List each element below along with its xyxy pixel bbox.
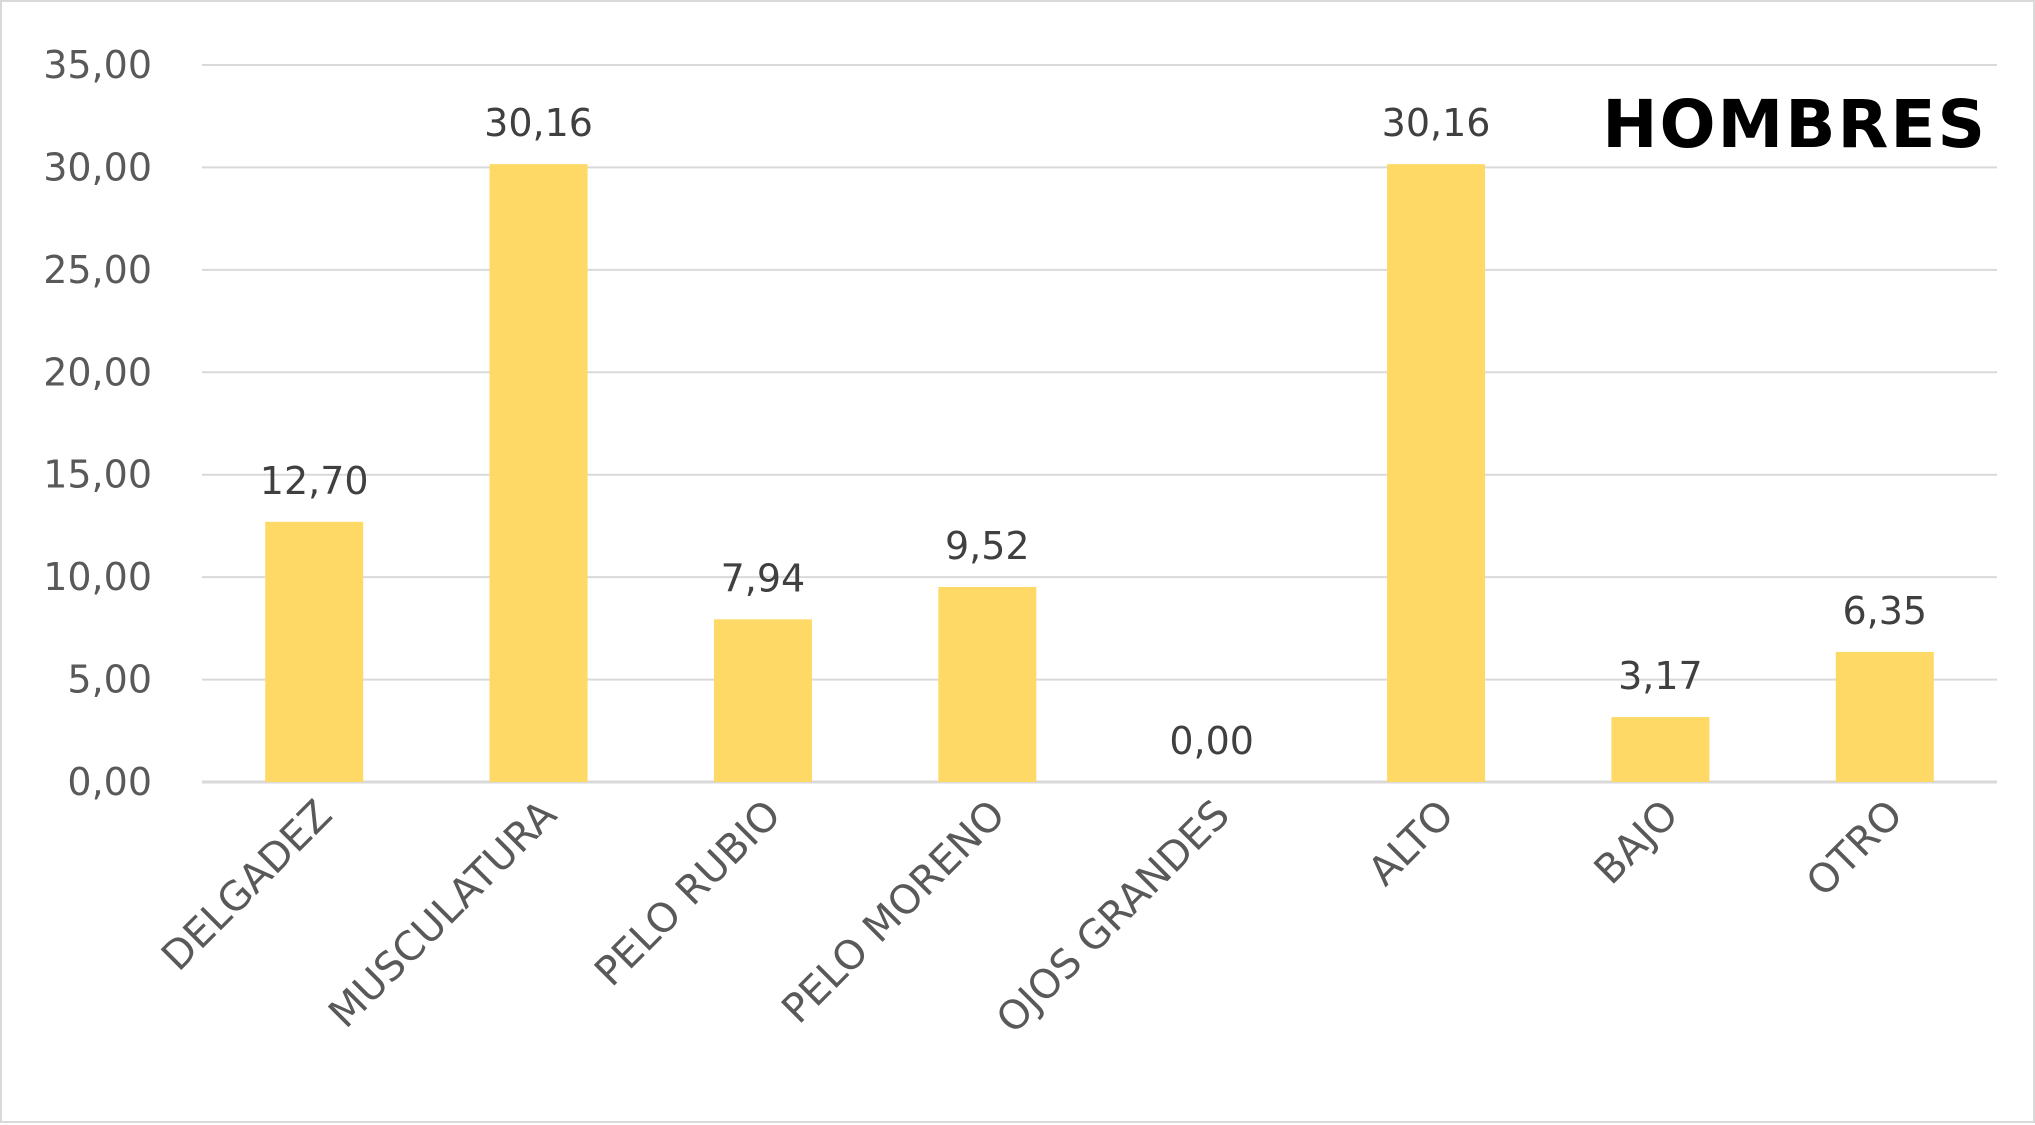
chart-title: HOMBRES <box>1602 86 1987 163</box>
bar <box>1835 651 1934 782</box>
y-tick-label: 30,00 <box>43 145 152 189</box>
data-label: 0,00 <box>1169 719 1254 763</box>
data-label: 6,35 <box>1843 589 1928 633</box>
data-label: 12,70 <box>260 459 369 503</box>
gridlines <box>202 64 1997 784</box>
y-tick-label: 20,00 <box>43 350 152 394</box>
data-label: 7,94 <box>721 556 806 600</box>
bar <box>489 164 588 782</box>
data-label: 30,16 <box>484 101 593 145</box>
data-labels: 12,70 30,16 7,94 9,52 0,00 30,16 3,17 6,35 <box>260 101 1927 763</box>
bar <box>713 619 812 782</box>
bar <box>265 521 364 782</box>
category-label: OJOS GRANDES <box>988 792 1239 1043</box>
category-label: OTRO <box>1798 792 1912 906</box>
category-label: MUSCULATURA <box>320 791 566 1037</box>
data-label: 9,52 <box>945 524 1030 568</box>
bar <box>1387 164 1486 782</box>
y-tick-label: 5,00 <box>67 658 152 702</box>
bar <box>1611 717 1710 782</box>
category-label: PELO RUBIO <box>586 792 790 996</box>
y-tick-label: 0,00 <box>67 760 152 804</box>
data-label: 3,17 <box>1618 654 1703 698</box>
category-label: BAJO <box>1586 792 1688 894</box>
bar <box>938 586 1037 782</box>
data-label: 30,16 <box>1382 101 1491 145</box>
y-tick-label: 35,00 <box>43 43 152 87</box>
y-axis-tick-labels: 0,00 5,00 10,00 15,00 20,00 25,00 30,00 35,00 <box>43 43 152 804</box>
category-label: DELGADEZ <box>153 792 341 980</box>
category-label: PELO MORENO <box>773 792 1014 1033</box>
category-label: ALTO <box>1360 792 1463 895</box>
y-tick-label: 10,00 <box>43 555 152 599</box>
bars <box>265 164 1934 782</box>
y-tick-label: 25,00 <box>43 248 152 292</box>
y-tick-label: 15,00 <box>43 453 152 497</box>
